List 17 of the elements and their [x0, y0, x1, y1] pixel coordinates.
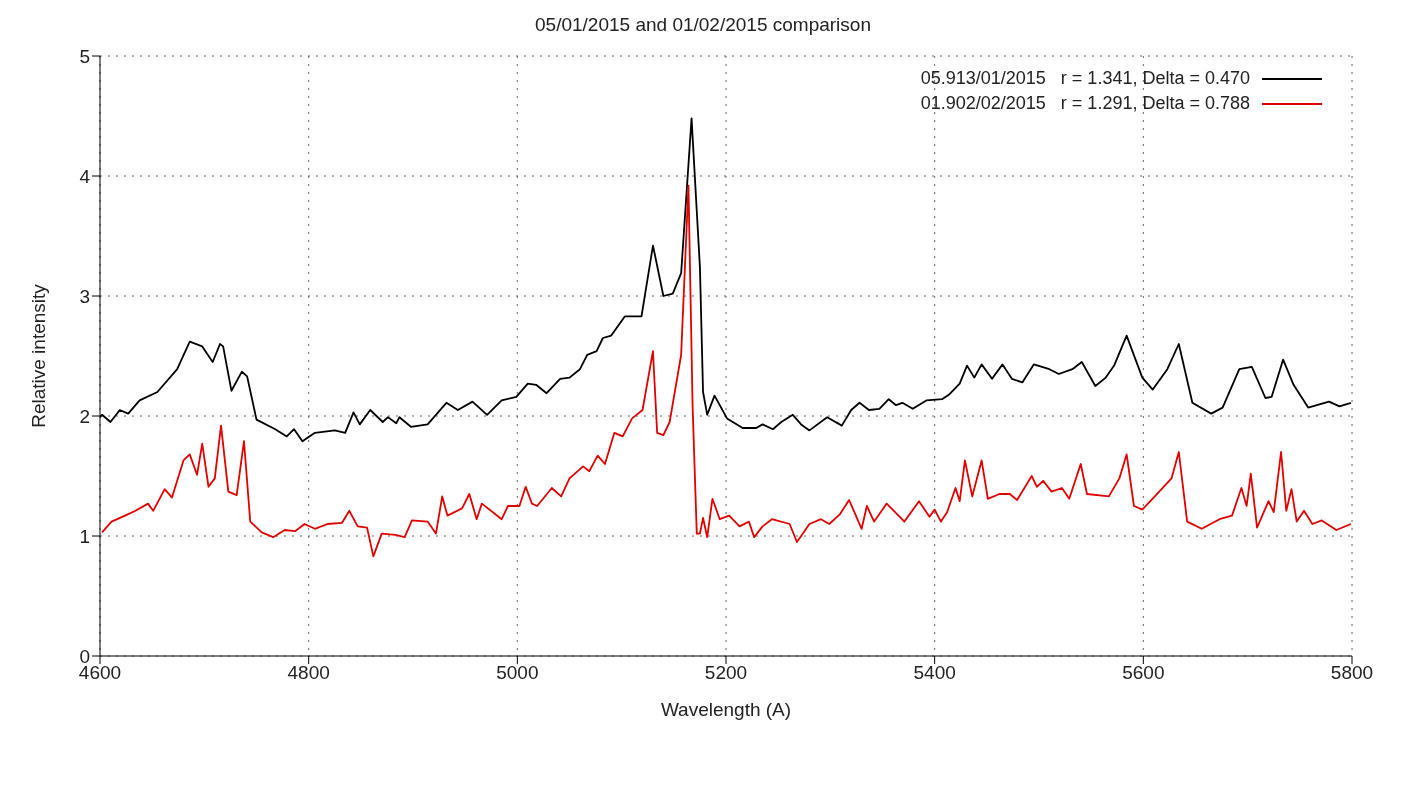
line-series [101, 184, 1352, 558]
y-tick-label: 5 [79, 45, 90, 67]
x-tick-label: 5600 [1122, 662, 1165, 684]
y-tick-label: 4 [79, 165, 91, 187]
y-tick-label: 1 [79, 525, 90, 547]
x-tick-label: 5000 [496, 662, 539, 684]
x-tick-label: 4800 [287, 662, 330, 684]
x-axis-title: Wavelength (A) [660, 699, 792, 720]
legend-label: 05.913/01/2015 r = 1.341, Delta = 0.470 [920, 68, 1250, 89]
x-tick-label: 5400 [913, 662, 956, 684]
x-tick-label: 5200 [704, 662, 748, 684]
chart-title: 05/01/2015 and 01/02/2015 comparison [534, 14, 872, 36]
x-tick-label: 5800 [1330, 662, 1374, 684]
legend-label: 01.902/02/2015 r = 1.291, Delta = 0.788 [920, 93, 1250, 114]
y-axis-title: Relative intensity [27, 283, 49, 428]
y-tick-label: 3 [79, 285, 90, 307]
y-tick-label: 2 [79, 405, 90, 427]
